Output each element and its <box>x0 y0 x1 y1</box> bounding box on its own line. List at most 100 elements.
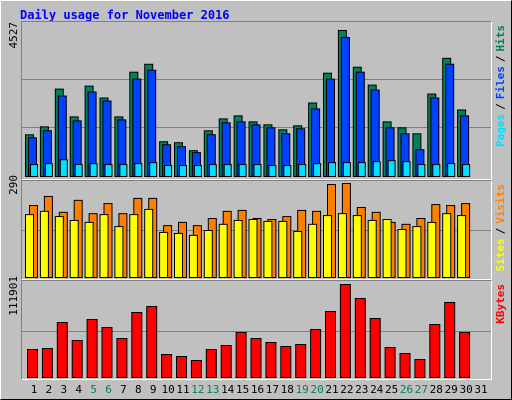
bar <box>44 163 53 177</box>
bar <box>114 226 124 279</box>
bar <box>188 234 198 279</box>
bar <box>129 214 139 279</box>
bar <box>444 302 456 378</box>
bar <box>144 208 154 278</box>
bar <box>298 164 307 178</box>
y-tick-label: 111901 <box>7 276 20 316</box>
bar <box>69 219 79 278</box>
bar <box>337 213 347 278</box>
bar <box>263 220 273 278</box>
bar <box>442 213 452 278</box>
bar <box>235 332 247 379</box>
x-tick-label: 26 <box>400 383 413 396</box>
bar <box>354 298 366 378</box>
bar <box>253 164 262 178</box>
bar <box>382 218 392 278</box>
bar <box>357 162 366 177</box>
bar <box>459 332 471 379</box>
legend-separator: / <box>494 227 507 234</box>
bar <box>119 164 128 178</box>
x-tick-label: 24 <box>370 383 384 396</box>
bar <box>412 226 422 279</box>
bar <box>323 215 332 279</box>
bar <box>280 346 292 378</box>
bar <box>149 162 158 177</box>
legend: KBytes <box>494 284 507 324</box>
bar <box>457 215 467 279</box>
bar <box>84 221 94 278</box>
bar <box>101 327 113 378</box>
bar <box>427 221 437 278</box>
bar <box>352 215 362 279</box>
bar <box>30 164 38 178</box>
bar <box>462 164 471 178</box>
x-tick-label: 12 <box>191 383 204 396</box>
legend-entry: Sites <box>494 238 507 271</box>
bar <box>104 164 113 178</box>
bar <box>278 220 288 278</box>
bar <box>432 164 441 178</box>
legend-separator: / <box>494 103 507 110</box>
x-tick-label: 3 <box>60 383 67 396</box>
x-tick-label: 17 <box>266 383 279 396</box>
bar <box>205 349 217 378</box>
x-tick-label: 25 <box>385 383 398 396</box>
legend: Sites / Visits <box>494 184 507 272</box>
bar <box>89 163 98 177</box>
bar <box>179 165 187 178</box>
bar <box>384 347 396 378</box>
bar <box>399 353 411 378</box>
bar <box>369 318 381 378</box>
legend-separator: / <box>494 55 507 62</box>
bar <box>39 210 49 278</box>
bar <box>367 219 377 278</box>
x-tick-label: 21 <box>325 383 338 396</box>
x-tick-label: 8 <box>135 383 142 396</box>
x-tick-label: 22 <box>340 383 353 396</box>
x-tick-label: 7 <box>120 383 127 396</box>
x-tick-label: 23 <box>355 383 368 396</box>
bar <box>164 165 173 178</box>
bar <box>190 360 202 379</box>
x-tick-label: 1 <box>31 383 38 396</box>
x-tick-label: 20 <box>310 383 323 396</box>
bar <box>397 229 407 278</box>
panel-bevel <box>21 280 492 380</box>
x-tick-label: 29 <box>445 383 458 396</box>
bar <box>41 348 53 378</box>
bar <box>402 161 411 177</box>
y-tick-label: 290 <box>7 175 20 195</box>
bar <box>147 69 157 177</box>
bar <box>220 345 232 378</box>
bar <box>265 342 277 378</box>
bar <box>131 312 143 379</box>
x-tick-label: 9 <box>150 383 157 396</box>
x-tick-label: 10 <box>161 383 174 396</box>
bar <box>146 306 158 379</box>
bar <box>342 162 351 177</box>
bar <box>134 163 143 177</box>
bar <box>417 164 426 178</box>
bar <box>325 311 336 379</box>
y-tick-label: 4527 <box>7 22 20 49</box>
bar <box>250 338 262 379</box>
x-tick-label: 18 <box>281 383 294 396</box>
bar <box>248 218 258 278</box>
legend: Pages / Files / Hits <box>494 25 507 147</box>
bar <box>387 160 396 177</box>
bar <box>54 216 64 279</box>
bar <box>161 354 173 379</box>
bar <box>308 223 318 279</box>
bar <box>71 340 83 379</box>
bar <box>310 329 322 378</box>
bar <box>340 36 350 177</box>
x-tick-label: 13 <box>206 383 219 396</box>
bar <box>159 231 169 278</box>
bar <box>208 164 217 178</box>
bar <box>86 319 98 378</box>
panel-bevel <box>21 21 492 180</box>
bar <box>355 71 365 177</box>
bar <box>176 356 187 378</box>
